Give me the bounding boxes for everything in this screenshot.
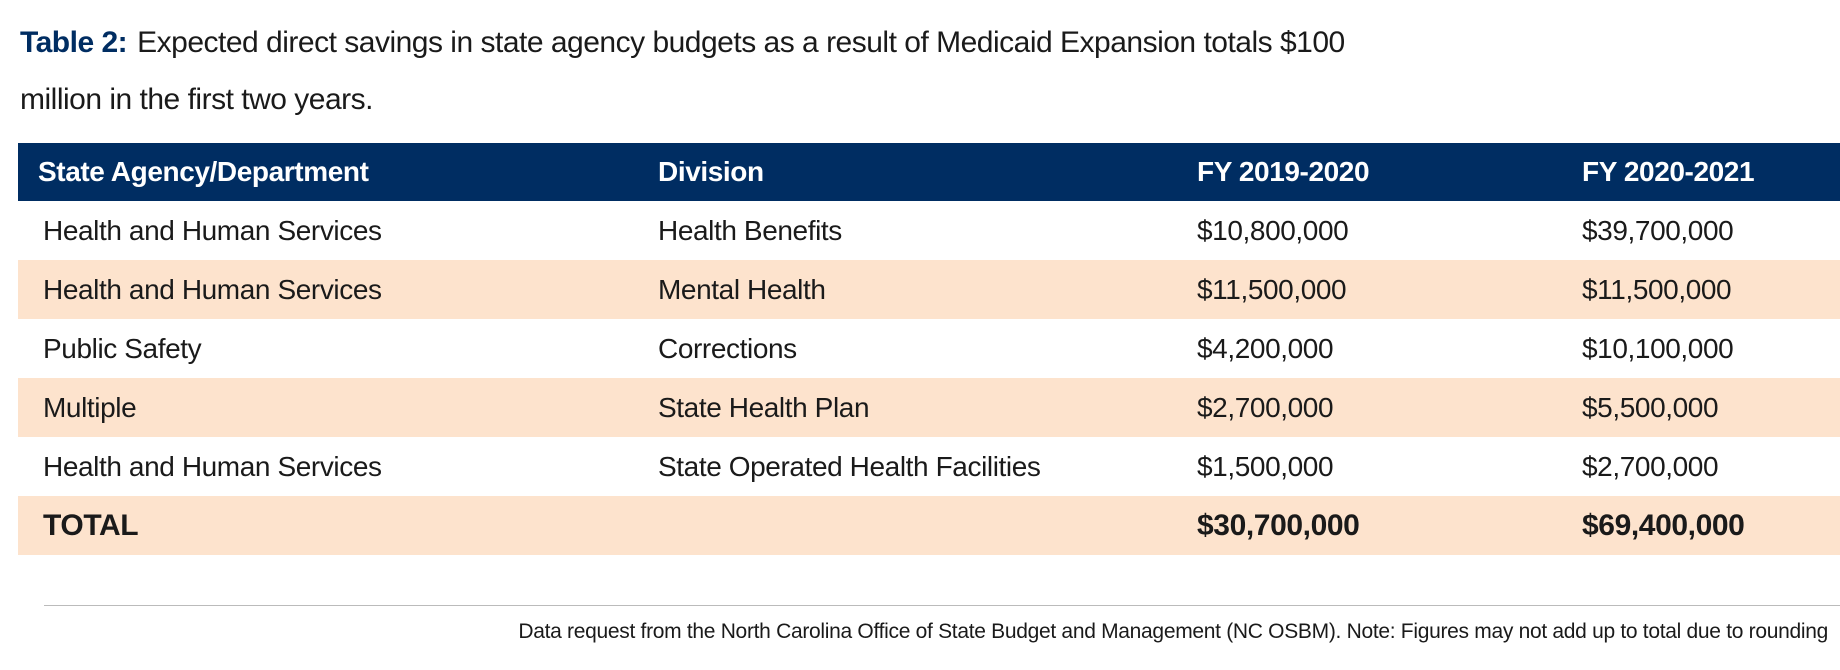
column-header: FY 2020-2021 bbox=[1582, 156, 1755, 187]
table-cell: Health and Human Services bbox=[43, 450, 382, 482]
table-cell: Health Benefits bbox=[658, 214, 842, 246]
table-row: Public Safety Corrections $4,200,000 $10,10… bbox=[18, 319, 1840, 378]
empty-cell bbox=[658, 496, 1197, 555]
savings-table: State Agency/Department Division FY 2019-2… bbox=[18, 143, 1840, 555]
table-cell: State Health Plan bbox=[658, 391, 870, 423]
table-row: Health and Human Services Mental Health $1… bbox=[18, 260, 1840, 319]
total-row: TOTAL $30,700,000 $69,400,000 bbox=[18, 496, 1840, 555]
table-cell: Health and Human Services bbox=[43, 214, 382, 246]
title-text: Expected direct savings in state agency … bbox=[20, 26, 1345, 116]
table-row: Multiple State Health Plan $2,700,000 $5,50… bbox=[18, 378, 1840, 437]
table-cell: Mental Health bbox=[658, 273, 826, 305]
title-label: Table 2: bbox=[20, 26, 128, 59]
table-cell: $4,200,000 bbox=[1197, 332, 1334, 364]
total-value: $69,400,000 bbox=[1582, 508, 1745, 542]
table-cell: $39,700,000 bbox=[1582, 214, 1734, 246]
column-header: State Agency/Department bbox=[38, 156, 369, 187]
table-cell: $5,500,000 bbox=[1582, 391, 1719, 423]
table-cell: Public Safety bbox=[43, 332, 202, 364]
table-cell: Corrections bbox=[658, 332, 797, 364]
table-body: Health and Human Services Health Benefits… bbox=[18, 201, 1840, 555]
table-cell: Multiple bbox=[43, 391, 137, 423]
table-cell: $11,500,000 bbox=[1197, 273, 1347, 305]
table-cell: State Operated Health Facilities bbox=[658, 450, 1041, 482]
column-header: FY 2019-2020 bbox=[1197, 156, 1370, 187]
source-note: Data request from the North Carolina Off… bbox=[518, 620, 1828, 643]
table-cell: $2,700,000 bbox=[1582, 450, 1719, 482]
total-value: $30,700,000 bbox=[1197, 508, 1360, 542]
table-cell: $1,500,000 bbox=[1197, 450, 1334, 482]
rule bbox=[44, 605, 1840, 606]
table-row: Health and Human Services State Operated … bbox=[18, 437, 1840, 496]
table-cell: $11,500,000 bbox=[1582, 273, 1732, 305]
title: Table 2: Expected direct savings in state… bbox=[20, 14, 1400, 128]
column-header: Division bbox=[658, 156, 764, 187]
table-cell: $10,800,000 bbox=[1197, 214, 1349, 246]
header-row: State Agency/Department Division FY 2019-2… bbox=[18, 143, 1840, 201]
table-cell: $10,100,000 bbox=[1582, 332, 1734, 364]
table-row: Health and Human Services Health Benefits… bbox=[18, 201, 1840, 260]
table-cell: $2,700,000 bbox=[1197, 391, 1334, 423]
table-cell: Health and Human Services bbox=[43, 273, 382, 305]
total-label: TOTAL bbox=[43, 508, 139, 542]
